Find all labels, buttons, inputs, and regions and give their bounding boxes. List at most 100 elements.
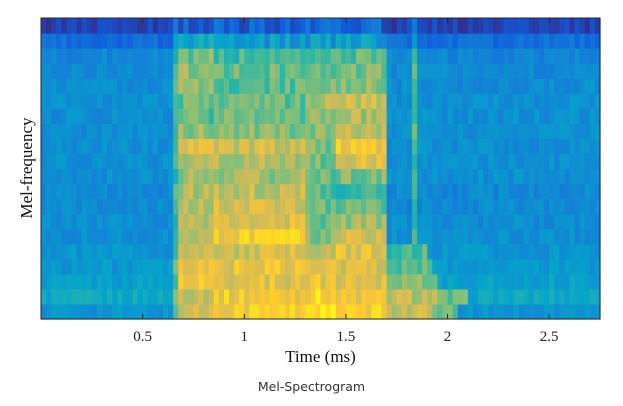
heatmap-cell: [213, 303, 220, 320]
heatmap-cell: [462, 213, 469, 230]
heatmap-cell: [544, 108, 550, 124]
heatmap-cell: [198, 198, 205, 215]
heatmap-cell: [447, 93, 454, 109]
heatmap-cell: [168, 273, 174, 290]
heatmap-cell: [193, 138, 200, 155]
heatmap-cell: [310, 63, 317, 79]
heatmap-cell: [51, 123, 57, 139]
heatmap-cell: [574, 228, 581, 245]
heatmap-cell: [234, 108, 240, 124]
heatmap-cell: [366, 273, 372, 290]
heatmap-cell: [168, 48, 174, 64]
heatmap-cell: [71, 198, 78, 215]
heatmap-cell: [559, 273, 566, 290]
heatmap-cell: [539, 123, 545, 139]
heatmap-cell: [467, 18, 474, 34]
heatmap-cell: [198, 288, 205, 305]
heatmap-cell: [239, 213, 245, 230]
heatmap-cell: [544, 198, 550, 215]
heatmap-cell: [432, 48, 438, 64]
heatmap-cell: [193, 303, 200, 320]
heatmap-cell: [335, 48, 342, 64]
heatmap-cell: [229, 168, 235, 185]
heatmap-cell: [478, 93, 484, 109]
heatmap-cell: [447, 63, 454, 79]
heatmap-cell: [132, 93, 139, 109]
heatmap-cell: [188, 168, 195, 185]
heatmap-cell: [137, 108, 144, 124]
heatmap-cell: [528, 228, 535, 245]
heatmap-cell: [564, 303, 571, 320]
heatmap-cell: [340, 33, 347, 49]
heatmap-cell: [91, 303, 98, 320]
heatmap-cell: [361, 213, 367, 230]
heatmap-cell: [198, 243, 205, 260]
heatmap-cell: [239, 33, 245, 49]
heatmap-cell: [81, 93, 88, 109]
heatmap-cell: [61, 273, 68, 290]
heatmap-cell: [427, 63, 433, 79]
heatmap-cell: [229, 258, 235, 275]
heatmap-cell: [498, 243, 505, 260]
heatmap-cell: [132, 273, 139, 290]
heatmap-cell: [472, 123, 479, 139]
heatmap-cell: [579, 78, 586, 94]
heatmap-cell: [122, 153, 128, 170]
heatmap-cell: [61, 153, 68, 170]
heatmap-cell: [239, 138, 245, 155]
heatmap-cell: [401, 18, 408, 34]
heatmap-cell: [168, 228, 174, 245]
heatmap-cell: [132, 153, 139, 170]
heatmap-cell: [325, 18, 332, 34]
heatmap-cell: [498, 93, 505, 109]
heatmap-cell: [46, 123, 52, 139]
heatmap-cell: [345, 153, 352, 170]
heatmap-cell: [86, 183, 93, 200]
heatmap-cell: [178, 93, 184, 109]
heatmap-cell: [539, 108, 545, 124]
heatmap-cell: [56, 138, 62, 155]
heatmap-cell: [223, 18, 230, 34]
heatmap-cell: [107, 78, 113, 94]
heatmap-cell: [325, 123, 332, 139]
heatmap-cell: [203, 78, 210, 94]
heatmap-cell: [533, 108, 540, 124]
heatmap-cell: [554, 93, 560, 109]
heatmap-cell: [401, 213, 408, 230]
heatmap-cell: [493, 18, 499, 34]
heatmap-cell: [371, 258, 377, 275]
heatmap-cell: [81, 18, 88, 34]
heatmap-cell: [152, 288, 159, 305]
heatmap-cell: [442, 168, 449, 185]
heatmap-cell: [56, 168, 62, 185]
heatmap-cell: [264, 273, 271, 290]
heatmap-cell: [310, 198, 317, 215]
heatmap-cell: [594, 93, 601, 109]
heatmap-cell: [508, 228, 515, 245]
heatmap-cell: [422, 228, 428, 245]
heatmap-cell: [112, 228, 118, 245]
heatmap-cell: [234, 63, 240, 79]
heatmap-cell: [244, 93, 250, 109]
heatmap-cell: [208, 228, 215, 245]
heatmap-cell: [462, 123, 469, 139]
heatmap-cell: [350, 33, 357, 49]
heatmap-cell: [457, 258, 464, 275]
heatmap-cell: [290, 213, 296, 230]
heatmap-cell: [549, 198, 555, 215]
heatmap-cell: [213, 258, 220, 275]
heatmap-cell: [589, 168, 596, 185]
heatmap-cell: [142, 258, 149, 275]
heatmap-cell: [198, 153, 205, 170]
heatmap-cell: [391, 273, 398, 290]
heatmap-cell: [86, 273, 93, 290]
heatmap-cell: [422, 303, 428, 320]
heatmap-cell: [325, 153, 332, 170]
heatmap-cell: [462, 273, 469, 290]
heatmap-cell: [452, 33, 459, 49]
heatmap-cell: [132, 168, 139, 185]
heatmap-cell: [264, 108, 271, 124]
heatmap-cell: [76, 63, 83, 79]
heatmap-cell: [518, 273, 525, 290]
heatmap-cell: [188, 78, 195, 94]
